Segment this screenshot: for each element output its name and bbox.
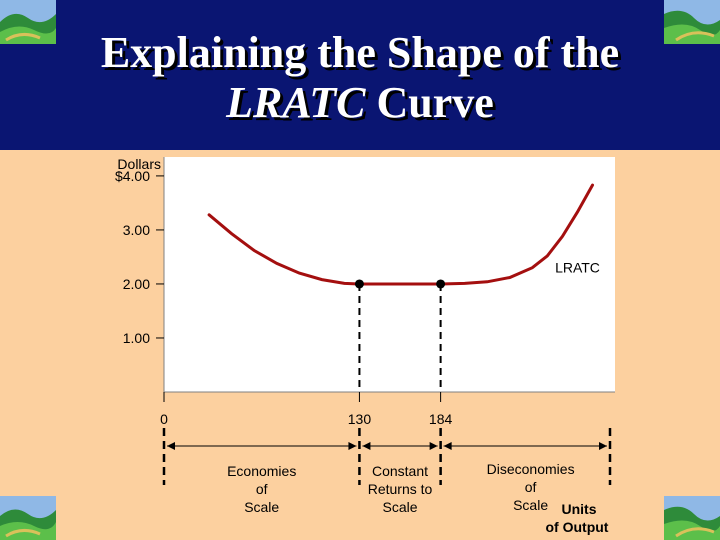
arrowhead-left-icon (362, 442, 371, 450)
region-label-line: Economies (227, 463, 296, 479)
y-axis-title: Dollars (117, 156, 161, 172)
region-label-line: Returns to (368, 481, 433, 497)
title-line-1: Explaining the Shape of the (100, 28, 620, 77)
x-tick-label: 130 (348, 411, 372, 427)
region-label-line: of (525, 479, 537, 495)
y-tick-label: $4.00 (115, 168, 150, 184)
x-tick-label: 184 (429, 411, 453, 427)
landscape-icon-bottom-right (664, 496, 720, 540)
data-point (354, 279, 364, 289)
arrowhead-right-icon (429, 442, 438, 450)
title-italic-lratc: LRATC (226, 78, 366, 127)
region-label-line: Scale (244, 499, 279, 515)
landscape-icon-top-right (664, 0, 720, 44)
lratc-series-line (207, 183, 594, 286)
title-line-2-rest: Curve (365, 78, 494, 127)
region-label-line: Scale (383, 499, 418, 515)
arrowhead-right-icon (599, 442, 607, 450)
title-band (0, 0, 720, 150)
region-label-line: Constant (372, 463, 428, 479)
x-axis-title-line: of Output (546, 519, 609, 535)
region-label-line: of (256, 481, 268, 497)
y-tick-label: 2.00 (123, 276, 150, 292)
slide-title: Explaining the Shape of the LRATC Curve (0, 28, 720, 128)
region-label-line: Scale (513, 497, 548, 513)
x-tick-label: 0 (160, 411, 168, 427)
arrowhead-right-icon (348, 442, 357, 450)
arrowhead-left-icon (443, 442, 452, 450)
landscape-icon-top-left (0, 0, 56, 44)
plot-area (164, 157, 615, 392)
arrowhead-left-icon (167, 442, 175, 450)
region-label-line: Diseconomies (487, 461, 575, 477)
landscape-icon-bottom-left (0, 496, 56, 540)
y-tick-label: 1.00 (123, 330, 150, 346)
data-point (436, 279, 446, 289)
x-axis-title-line: Units (562, 501, 597, 517)
y-tick-label: 3.00 (123, 222, 150, 238)
lratc-curve-label: LRATC (555, 260, 600, 276)
